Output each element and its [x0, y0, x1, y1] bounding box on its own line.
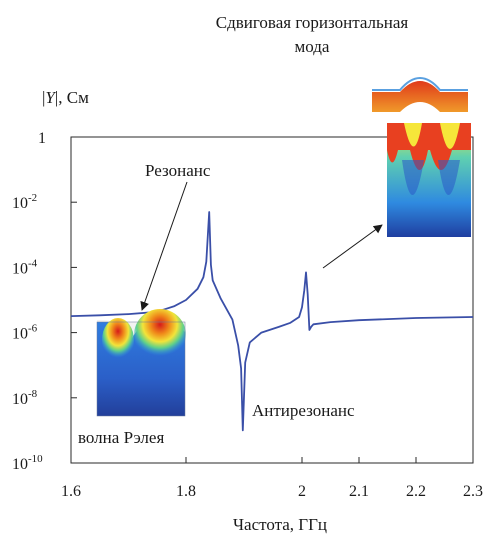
admittance-series-line	[70, 211, 474, 432]
y-axis-label: |Y|, См	[42, 88, 89, 107]
rayleigh-wave-field-image	[96, 309, 186, 417]
rayleigh-wave-label: волна Рэлея	[78, 428, 164, 447]
x-tick-label: 1.6	[61, 483, 81, 500]
y-tick-label: 10-8	[12, 388, 38, 408]
chart-title-line-2: мода	[295, 37, 330, 56]
x-tick-label: 2.3	[463, 483, 483, 500]
y-tick-label: 10-4	[12, 257, 38, 277]
x-tick-label: 2	[298, 483, 306, 500]
x-axis-ticks: 1.6 1.8 2 2.1 2.2 2.3	[61, 457, 483, 500]
resonance-arrow	[140, 181, 188, 311]
y-tick-label: 10-6	[12, 323, 38, 343]
y-tick-label: 10-10	[12, 453, 43, 473]
x-tick-label: 2.1	[349, 483, 369, 500]
plot-frame	[70, 136, 474, 464]
shear-mode-surface-image	[372, 77, 468, 112]
resonance-label: Резонанс	[145, 161, 211, 180]
y-axis-ticks: 1 10-2 10-4 10-6 10-8 10-10	[12, 130, 77, 473]
chart-title-line-1: Сдвиговая горизонтальная	[216, 13, 409, 32]
y-tick-label: 10-2	[12, 192, 37, 212]
y-tick-label: 1	[38, 130, 46, 147]
shear-mode-field-image	[387, 123, 471, 237]
x-axis-label: Частота, ГГц	[233, 515, 327, 534]
shear-mode-arrow	[322, 224, 383, 269]
antiresonance-label: Антирезонанс	[252, 401, 355, 420]
x-tick-label: 1.8	[176, 483, 196, 500]
x-tick-label: 2.2	[406, 483, 426, 500]
